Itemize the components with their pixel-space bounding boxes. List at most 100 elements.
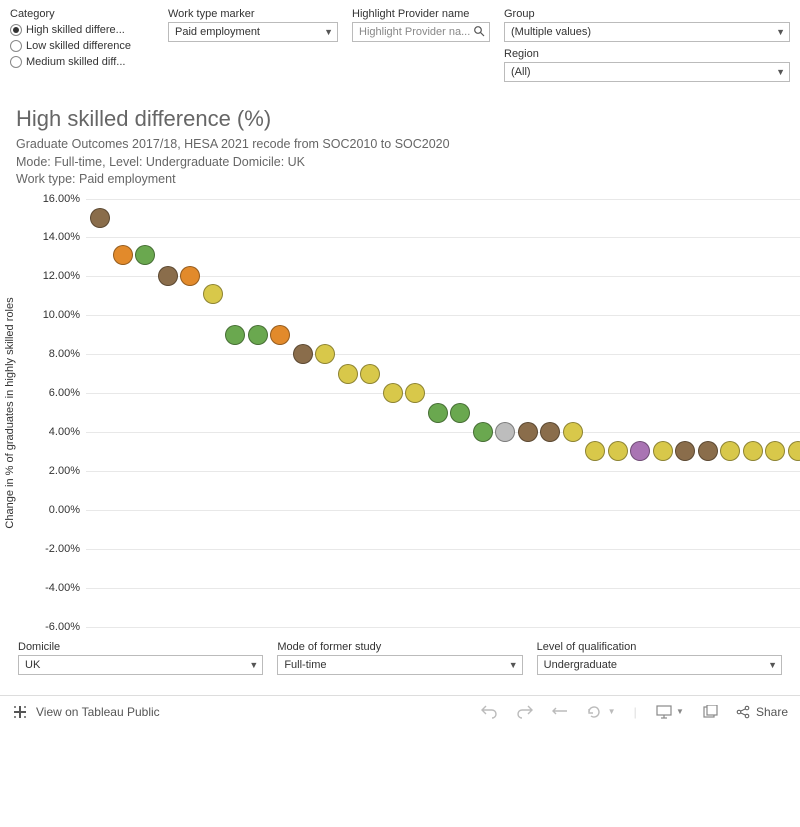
gridline [86,237,800,238]
chart-subtitle-2: Mode: Full-time, Level: Undergraduate Do… [16,154,790,172]
data-point[interactable] [788,441,800,461]
tableau-icon [12,704,28,720]
data-point[interactable] [720,441,740,461]
radio-label: High skilled differe... [26,24,125,36]
data-point[interactable] [293,344,313,364]
region-dropdown[interactable]: (All) ▼ [504,62,790,82]
radio-high-skilled[interactable]: High skilled differe... [10,24,154,36]
highlight-search[interactable]: Highlight Provider na... [352,22,490,42]
data-point[interactable] [270,325,290,345]
data-point[interactable] [450,403,470,423]
chevron-down-icon: ▼ [249,660,258,670]
footer: View on Tableau Public ▼ | ▼ Share [0,696,800,728]
group-label: Group [504,8,790,20]
y-axis-title: Change in % of graduates in highly skill… [4,297,16,528]
share-icon [736,705,750,719]
chart-subtitle-1: Graduate Outcomes 2017/18, HESA 2021 rec… [16,136,790,154]
group-dropdown[interactable]: (Multiple values) ▼ [504,22,790,42]
work-type-filter: Work type marker Paid employment ▼ [168,8,338,82]
data-point[interactable] [585,441,605,461]
level-filter: Level of qualification Undergraduate ▼ [537,641,782,675]
y-tick-label: 12.00% [32,270,80,282]
search-icon [473,25,485,40]
group-filter: Group (Multiple values) ▼ [504,8,790,42]
radio-label: Medium skilled diff... [26,56,125,68]
work-type-label: Work type marker [168,8,338,20]
data-point[interactable] [675,441,695,461]
radio-icon [10,56,22,68]
radio-low-skilled[interactable]: Low skilled difference [10,40,154,52]
level-dropdown[interactable]: Undergraduate ▼ [537,655,782,675]
data-point[interactable] [180,266,200,286]
download-icon[interactable] [702,705,718,719]
data-point[interactable] [608,441,628,461]
share-button[interactable]: Share [736,705,788,719]
chevron-down-icon: ▼ [509,660,518,670]
data-point[interactable] [360,364,380,384]
redo-icon[interactable] [516,705,534,719]
refresh-icon[interactable]: ▼ [586,705,615,719]
gridline [86,354,800,355]
data-point[interactable] [135,245,155,265]
view-on-tableau-link[interactable]: View on Tableau Public [12,704,160,720]
dropdown-value: (All) [511,66,531,78]
data-point[interactable] [158,266,178,286]
revert-icon[interactable] [552,705,568,719]
y-tick-label: -6.00% [32,621,80,633]
data-point[interactable] [338,364,358,384]
data-point[interactable] [248,325,268,345]
domicile-label: Domicile [18,641,263,653]
y-tick-label: -2.00% [32,543,80,555]
y-tick-label: 6.00% [32,387,80,399]
category-label: Category [10,8,154,20]
data-point[interactable] [473,422,493,442]
dropdown-value: Undergraduate [544,659,617,671]
highlight-label: Highlight Provider name [352,8,490,20]
undo-icon[interactable] [480,705,498,719]
mode-filter: Mode of former study Full-time ▼ [277,641,522,675]
view-on-tableau-label: View on Tableau Public [36,705,160,719]
category-radio-group: High skilled differe... Low skilled diff… [10,24,154,68]
data-point[interactable] [113,245,133,265]
level-label: Level of qualification [537,641,782,653]
domicile-filter: Domicile UK ▼ [18,641,263,675]
dropdown-value: UK [25,659,40,671]
domicile-dropdown[interactable]: UK ▼ [18,655,263,675]
data-point[interactable] [743,441,763,461]
radio-medium-skilled[interactable]: Medium skilled diff... [10,56,154,68]
chevron-down-icon: ▼ [768,660,777,670]
data-point[interactable] [225,325,245,345]
data-point[interactable] [428,403,448,423]
gridline [86,588,800,589]
data-point[interactable] [315,344,335,364]
data-point[interactable] [765,441,785,461]
gridline [86,627,800,628]
presentation-icon[interactable]: ▼ [655,705,684,719]
y-tick-label: 0.00% [32,504,80,516]
chevron-down-icon: ▼ [324,27,333,37]
data-point[interactable] [383,383,403,403]
data-point[interactable] [518,422,538,442]
work-type-dropdown[interactable]: Paid employment ▼ [168,22,338,42]
data-point[interactable] [90,208,110,228]
title-block: High skilled difference (%) Graduate Out… [16,106,790,189]
data-point[interactable] [540,422,560,442]
gridline [86,393,800,394]
gridline [86,432,800,433]
region-label: Region [504,48,790,60]
data-point[interactable] [698,441,718,461]
data-point[interactable] [495,422,515,442]
share-label: Share [756,705,788,719]
mode-dropdown[interactable]: Full-time ▼ [277,655,522,675]
data-point[interactable] [405,383,425,403]
data-point[interactable] [203,284,223,304]
dropdown-value: (Multiple values) [511,26,591,38]
radio-icon [10,24,22,36]
mode-label: Mode of former study [277,641,522,653]
chart-title: High skilled difference (%) [16,106,790,132]
data-point[interactable] [630,441,650,461]
y-tick-label: 14.00% [32,231,80,243]
data-point[interactable] [653,441,673,461]
gridline [86,199,800,200]
data-point[interactable] [563,422,583,442]
